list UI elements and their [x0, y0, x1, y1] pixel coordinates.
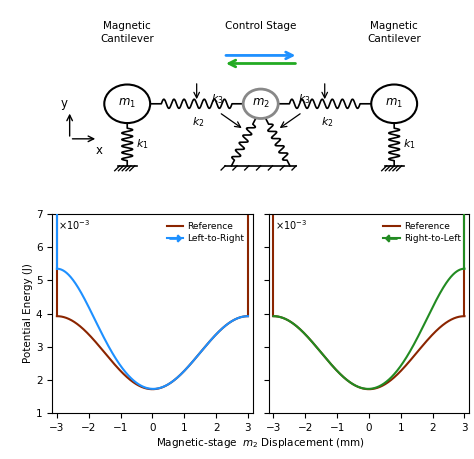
Text: $k_2$: $k_2$	[192, 115, 205, 129]
Text: Magnetic
Cantilever: Magnetic Cantilever	[367, 22, 421, 44]
Text: Magnetic-stage  $m_2$ Displacement (mm): Magnetic-stage $m_2$ Displacement (mm)	[156, 436, 365, 450]
Text: $\times10^{-3}$: $\times10^{-3}$	[275, 218, 307, 232]
Text: x: x	[95, 145, 102, 157]
Legend: Reference, Right-to-Left: Reference, Right-to-Left	[380, 218, 465, 246]
Text: $m_1$: $m_1$	[385, 97, 403, 110]
Circle shape	[371, 84, 417, 123]
Circle shape	[104, 84, 150, 123]
Text: $k_1$: $k_1$	[402, 137, 415, 151]
Text: $m_1$: $m_1$	[118, 97, 136, 110]
Text: $k_2$: $k_2$	[320, 115, 333, 129]
Text: $k_3$: $k_3$	[298, 92, 311, 106]
Text: $m_2$: $m_2$	[252, 97, 270, 110]
Text: $\times10^{-3}$: $\times10^{-3}$	[58, 218, 91, 232]
Circle shape	[243, 89, 278, 118]
Text: $k_3$: $k_3$	[210, 92, 223, 106]
Text: Magnetic
Cantilever: Magnetic Cantilever	[100, 22, 154, 44]
Text: y: y	[60, 97, 67, 110]
Legend: Reference, Left-to-Right: Reference, Left-to-Right	[163, 218, 248, 246]
Text: $k_1$: $k_1$	[136, 137, 148, 151]
Text: Control Stage: Control Stage	[225, 22, 296, 32]
Y-axis label: Potential Energy (J): Potential Energy (J)	[23, 263, 33, 364]
